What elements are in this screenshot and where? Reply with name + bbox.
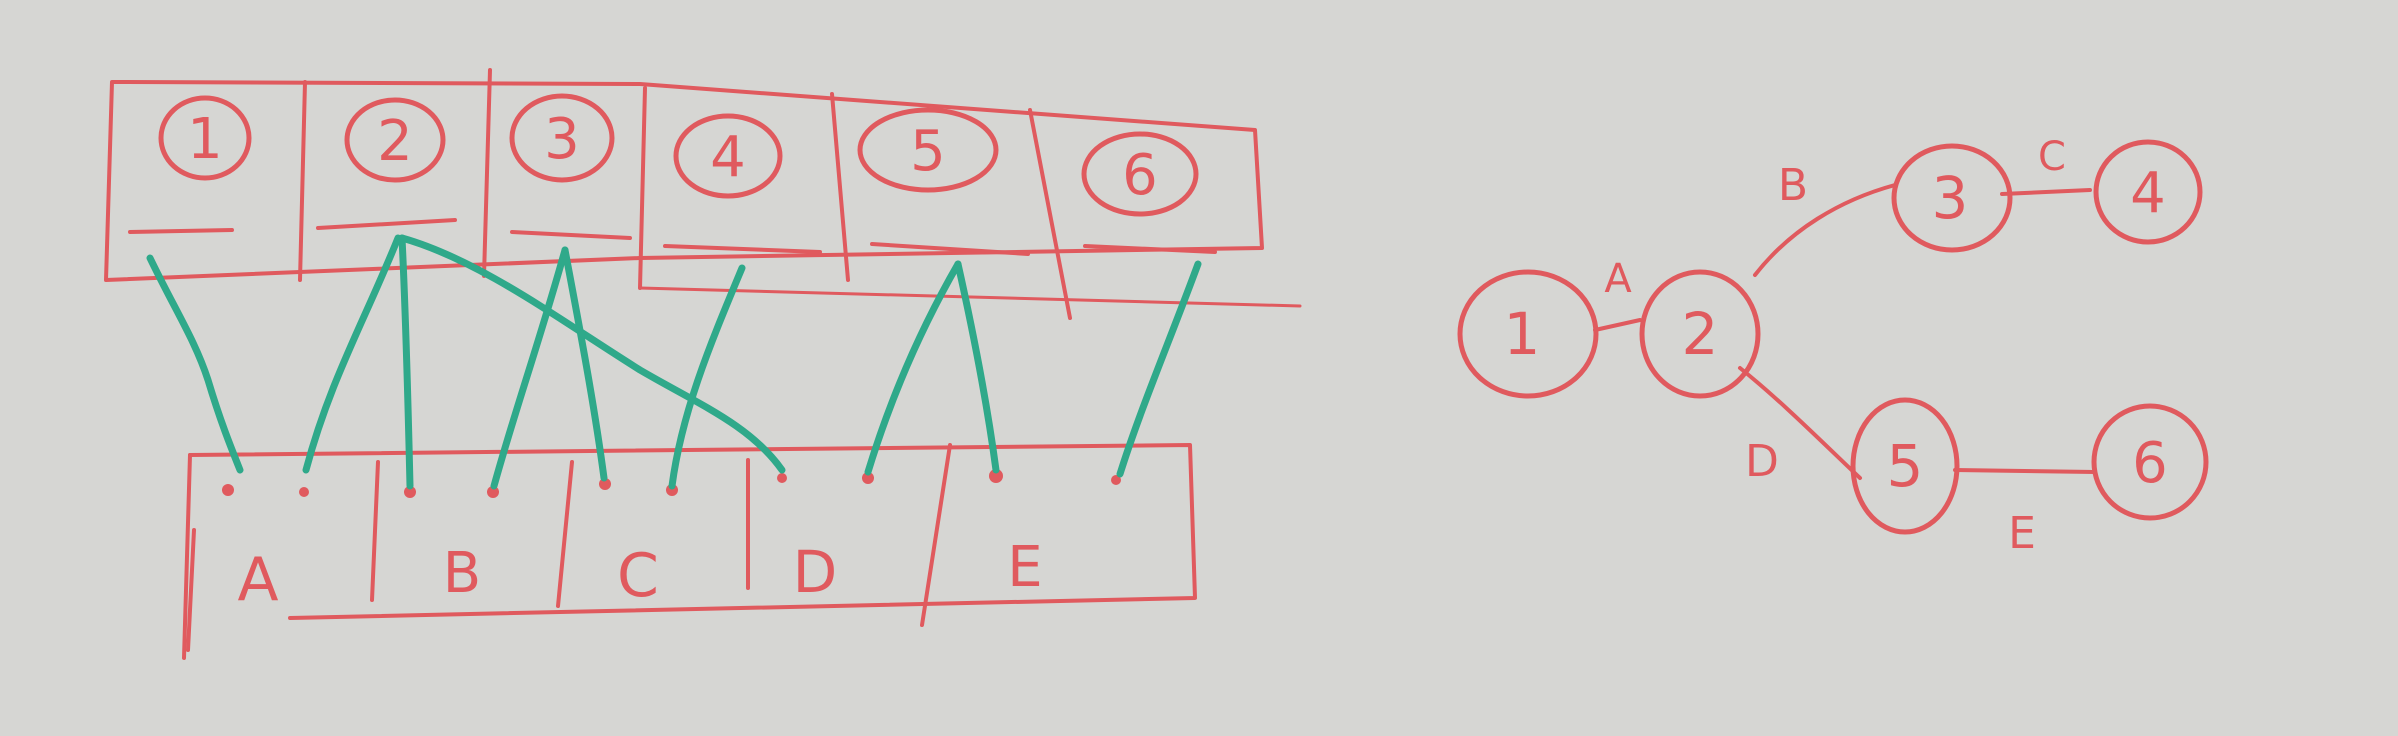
top-cell-label: 3 — [544, 107, 580, 172]
bottom-array-dividers — [370, 443, 952, 627]
link-2-A — [302, 234, 402, 474]
top-cell-5: 5 — [857, 107, 1030, 256]
graph-node-1: 1 — [1457, 269, 1599, 399]
edge-2-3 — [1753, 183, 1897, 277]
edge-1-2 — [1593, 318, 1642, 332]
link-2-B — [398, 234, 414, 490]
bottom-array-outline — [188, 443, 1197, 620]
link-5-D — [864, 260, 962, 476]
tree-graph: A B C D E 1 2 3 4 5 6 — [1457, 134, 2209, 559]
svg-text:4: 4 — [2130, 161, 2166, 226]
bottom-cell-label: A — [237, 545, 278, 615]
top-cell-2: 2 — [316, 97, 457, 230]
top-array-outline — [104, 80, 1264, 282]
edge-5-6 — [1953, 468, 2097, 474]
edge-2-5 — [1738, 366, 1862, 480]
link-2-D — [398, 234, 786, 474]
bottom-cell-A: A — [237, 545, 278, 615]
graph-node-4: 4 — [2093, 139, 2203, 245]
link-4-C — [668, 264, 746, 490]
top-cell-label: 1 — [187, 107, 223, 172]
top-cell-6: 6 — [1081, 131, 1217, 254]
top-array-dividers — [298, 68, 1072, 320]
graph-node-2: 2 — [1639, 269, 1761, 399]
bottom-cell-label: E — [1007, 535, 1042, 600]
top-cell-label: 2 — [377, 109, 413, 174]
bottom-cell-label: B — [443, 541, 481, 606]
top-array: 1 2 3 4 5 6 — [104, 68, 1302, 320]
edge-label: A — [1604, 256, 1632, 302]
bottom-cell-B: B — [443, 541, 481, 606]
link-6-E — [1116, 260, 1202, 478]
svg-text:1: 1 — [1504, 300, 1541, 368]
svg-text:6: 6 — [2132, 431, 2168, 496]
edge-3-4 — [2000, 188, 2092, 196]
link-5-E — [954, 260, 1000, 474]
bottom-anchor-dots — [222, 469, 1121, 498]
top-array-tail-line — [638, 286, 1302, 308]
edge-label: E — [2008, 508, 2036, 559]
svg-text:5: 5 — [1887, 432, 1924, 500]
graph-node-5: 5 — [1850, 397, 1960, 535]
green-links — [146, 234, 1202, 490]
bottom-array: A B C D E — [182, 443, 1197, 660]
bottom-cell-E: E — [1007, 535, 1042, 600]
bottom-cell-D: D — [793, 538, 838, 606]
link-3-C — [561, 246, 608, 482]
top-cell-1: 1 — [128, 95, 252, 234]
bottom-cell-label: C — [617, 541, 659, 611]
edge-label: D — [1745, 436, 1779, 487]
svg-text:3: 3 — [1932, 164, 1969, 232]
graph-node-6: 6 — [2091, 403, 2209, 521]
graph-node-3: 3 — [1891, 143, 2013, 253]
bottom-cell-label: D — [793, 538, 838, 606]
top-cell-label: 6 — [1122, 143, 1158, 208]
edge-label: B — [1778, 160, 1808, 211]
top-cell-label: 4 — [710, 125, 746, 190]
link-3-B — [490, 246, 569, 490]
top-cell-3: 3 — [509, 93, 632, 240]
edge-label: C — [2038, 134, 2066, 180]
top-cell-4: 4 — [663, 113, 822, 254]
svg-text:2: 2 — [1682, 300, 1719, 368]
bottom-cell-C: C — [617, 541, 659, 611]
link-1-A — [146, 254, 244, 474]
top-cell-label: 5 — [910, 119, 946, 184]
